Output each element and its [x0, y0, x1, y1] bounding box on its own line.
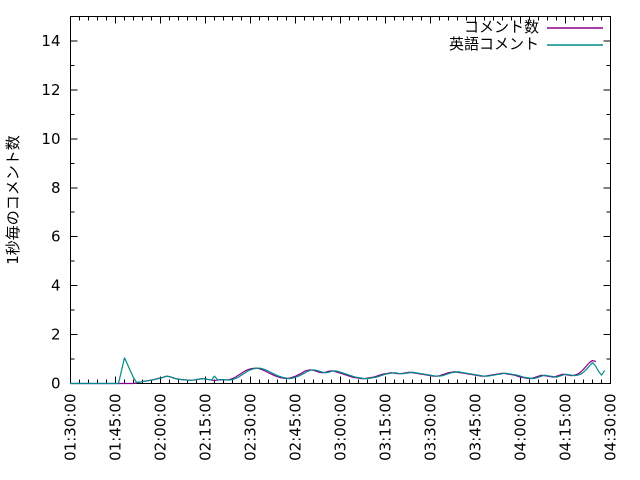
x-axis-ticks	[70, 16, 611, 384]
x-tick-label: 03:45:00	[467, 394, 485, 461]
legend-label-1: コメント数	[464, 18, 539, 36]
y-tick-label: 14	[41, 32, 60, 50]
x-tick-label: 02:00:00	[152, 394, 170, 461]
y-tick-label: 2	[51, 326, 61, 344]
y-tick-label: 12	[41, 81, 60, 99]
legend-label-2: 英語コメント	[449, 35, 539, 53]
x-tick-label: 02:45:00	[287, 394, 305, 461]
x-tick-label: 04:15:00	[557, 394, 575, 461]
y-axis-title: 1秒毎のコメント数	[4, 135, 22, 265]
series-layer	[69, 357, 606, 385]
x-tick-label: 01:30:00	[62, 394, 80, 461]
y-tick-label: 8	[51, 179, 61, 197]
x-tick-label: 03:30:00	[422, 394, 440, 461]
plot-frame	[70, 16, 611, 384]
x-tick-label: 04:30:00	[602, 394, 620, 461]
y-tick-label: 10	[41, 130, 60, 148]
y-axis-ticks	[70, 16, 611, 384]
x-axis-tick-labels: 01:30:00 01:45:00 02:00:00 02:15:00 02:30:00…	[62, 394, 620, 461]
x-tick-label: 02:30:00	[242, 394, 260, 461]
plot-border	[70, 16, 611, 384]
x-tick-label: 02:15:00	[197, 394, 215, 461]
x-tick-label: 04:00:00	[512, 394, 530, 461]
x-tick-label: 03:00:00	[332, 394, 350, 461]
y-tick-label: 6	[51, 228, 61, 246]
x-tick-label: 01:45:00	[107, 394, 125, 461]
series-line-2	[69, 357, 606, 385]
y-tick-label: 0	[51, 375, 61, 393]
y-tick-label: 4	[51, 277, 61, 295]
y-axis-title-text: 1秒毎のコメント数	[4, 135, 22, 265]
x-tick-label: 03:15:00	[377, 394, 395, 461]
y-axis-tick-labels: 0 2 4 6 8 10 12 14	[41, 32, 60, 393]
